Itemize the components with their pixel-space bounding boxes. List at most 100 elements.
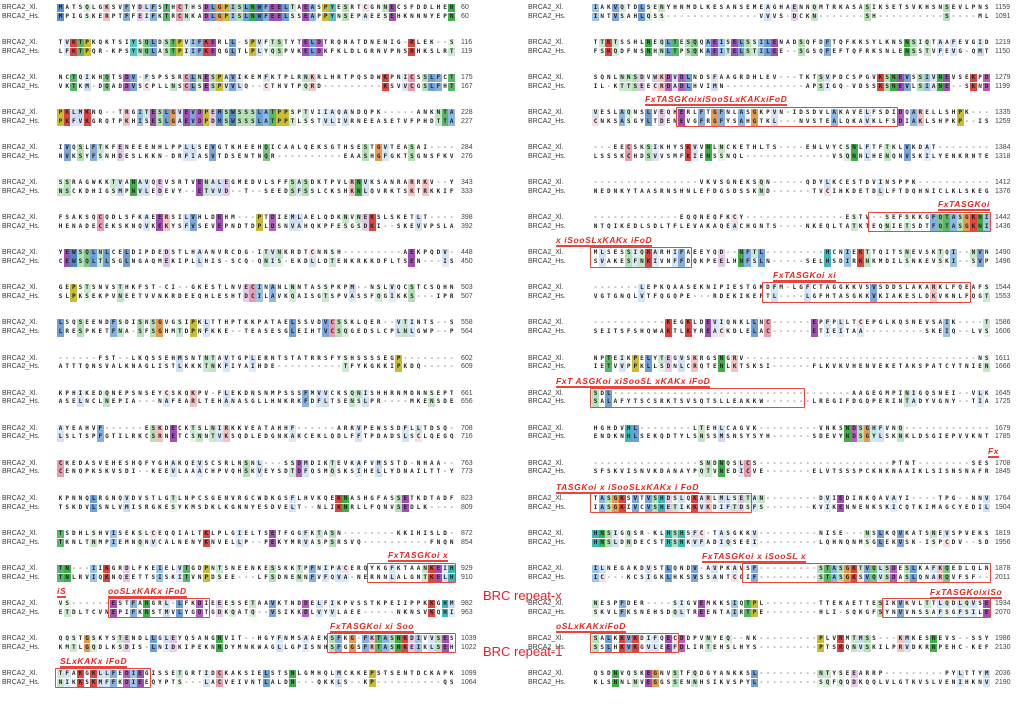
residue-cell: F — [408, 118, 415, 126]
residue-cell: M — [216, 117, 224, 127]
residue-cell: - — [428, 144, 435, 152]
residue-cell: L — [296, 144, 303, 152]
residue-cell: F — [434, 74, 442, 83]
residue-cell: - — [362, 249, 369, 257]
residue-cell: T — [289, 83, 296, 91]
row-label-hs: BRCA2_Hs. — [2, 153, 40, 160]
residue-cell: C — [322, 188, 329, 196]
residue-cell: Q — [428, 249, 435, 257]
residue-cell: Y — [129, 47, 137, 57]
residue-cell: R — [421, 188, 429, 197]
residue-cell: - — [249, 83, 256, 91]
residue-cell: L — [182, 214, 190, 223]
residue-cell: N — [70, 223, 77, 231]
residue-cell: L — [90, 249, 98, 258]
residue-cell: K — [123, 117, 131, 127]
residue-cell: S — [302, 179, 310, 188]
block-end-number: 661 — [461, 390, 473, 397]
row-label-xl: BRCA2_Xl. — [2, 600, 37, 607]
residue-cell: - — [236, 188, 243, 196]
residue-cell: S — [143, 284, 150, 292]
residue-cell: S — [408, 144, 416, 153]
residue-cell: S — [382, 118, 389, 126]
residue-cell: E — [236, 153, 243, 161]
residue-cell: S — [415, 74, 422, 82]
residue-cell: - — [137, 74, 144, 82]
residue-cell: L — [70, 109, 78, 118]
block-end-number: 609 — [461, 363, 473, 370]
residue-cell: K — [316, 144, 323, 152]
row-label-xl: BRCA2_Xl. — [528, 565, 563, 572]
residue-cell: V — [103, 284, 110, 292]
residue-cell: F — [143, 74, 151, 83]
row-label-xl: BRCA2_Xl. — [528, 179, 563, 186]
row-label-hs: BRCA2_Hs. — [528, 679, 566, 686]
residue-cell: D — [209, 214, 216, 222]
residue-cell: E — [209, 109, 217, 118]
residue-cell: S — [395, 223, 402, 231]
residue-cell: D — [84, 188, 91, 196]
residue-cell: - — [236, 39, 243, 47]
residue-cell: N — [182, 12, 190, 22]
residue-cell: D — [296, 249, 303, 257]
residue-cell: V — [209, 223, 216, 231]
residue-cell: T — [117, 109, 124, 117]
residue-cell: E — [369, 13, 376, 21]
block-end-number: 1412 — [995, 179, 1011, 186]
residue-cell: I — [57, 144, 64, 152]
residue-cell: W — [229, 117, 237, 127]
residue-cell: E — [163, 258, 171, 267]
residue-cell: L — [209, 12, 217, 22]
residue-cell: P — [70, 284, 78, 293]
residue-cell: K — [103, 4, 111, 13]
residue-cell: Q — [103, 214, 110, 222]
row-label-hs: BRCA2_Hs. — [2, 539, 40, 546]
row-label-xl: BRCA2_Xl. — [2, 495, 37, 502]
residue-cell: S — [342, 223, 350, 232]
residue-cell: S — [983, 354, 991, 363]
residue-cell: L — [415, 214, 423, 223]
residue-cell: R — [316, 74, 323, 82]
residue-cell: K — [402, 223, 409, 231]
residue-cell: L — [435, 48, 442, 56]
residue-cell: T — [983, 319, 991, 328]
residue-cell: L — [983, 503, 991, 512]
residue-cell: L — [189, 82, 197, 92]
residue-cell: I — [401, 74, 409, 83]
block-end-number: 2130 — [995, 644, 1011, 651]
residue-cell: L — [382, 214, 389, 222]
residue-cell: K — [335, 48, 342, 56]
residue-cell: E — [150, 188, 157, 196]
residue-cell: G — [369, 4, 376, 12]
residue-cell: S — [156, 4, 163, 12]
residue-cell: T — [116, 284, 124, 293]
residue-cell: G — [190, 284, 197, 292]
residue-cell: K — [428, 39, 435, 47]
residue-cell: E — [136, 12, 144, 22]
row-label-xl: BRCA2_Xl. — [528, 39, 563, 46]
residue-cell: K — [150, 223, 157, 231]
residue-cell: V — [402, 118, 409, 126]
row-label-xl: BRCA2_Xl. — [2, 425, 37, 432]
residue-cell: - — [402, 39, 409, 47]
residue-cell: - — [276, 153, 283, 161]
residue-cell: E — [275, 12, 283, 22]
block-end-number: 1764 — [995, 495, 1011, 502]
residue-cell: E — [349, 13, 356, 21]
residue-cell: I — [448, 608, 456, 618]
residue-cell: D — [309, 179, 316, 187]
residue-cell: V — [209, 153, 217, 162]
residue-cell: D — [222, 188, 230, 197]
residue-cell: P — [150, 83, 157, 91]
row-label-xl: BRCA2_Xl. — [528, 144, 563, 151]
residue-cell: S — [249, 109, 257, 118]
residue-cell: G — [216, 4, 224, 13]
residue-cell: E — [243, 144, 250, 152]
residue-cell: I — [389, 39, 396, 47]
residue-cell: T — [342, 74, 349, 82]
residue-cell: - — [103, 109, 110, 117]
brc-repeat-label: BRC repeat-x — [483, 588, 562, 603]
residue-cell: K — [369, 179, 376, 187]
residue-cell: L — [163, 117, 171, 127]
residue-cell: D — [983, 539, 990, 547]
